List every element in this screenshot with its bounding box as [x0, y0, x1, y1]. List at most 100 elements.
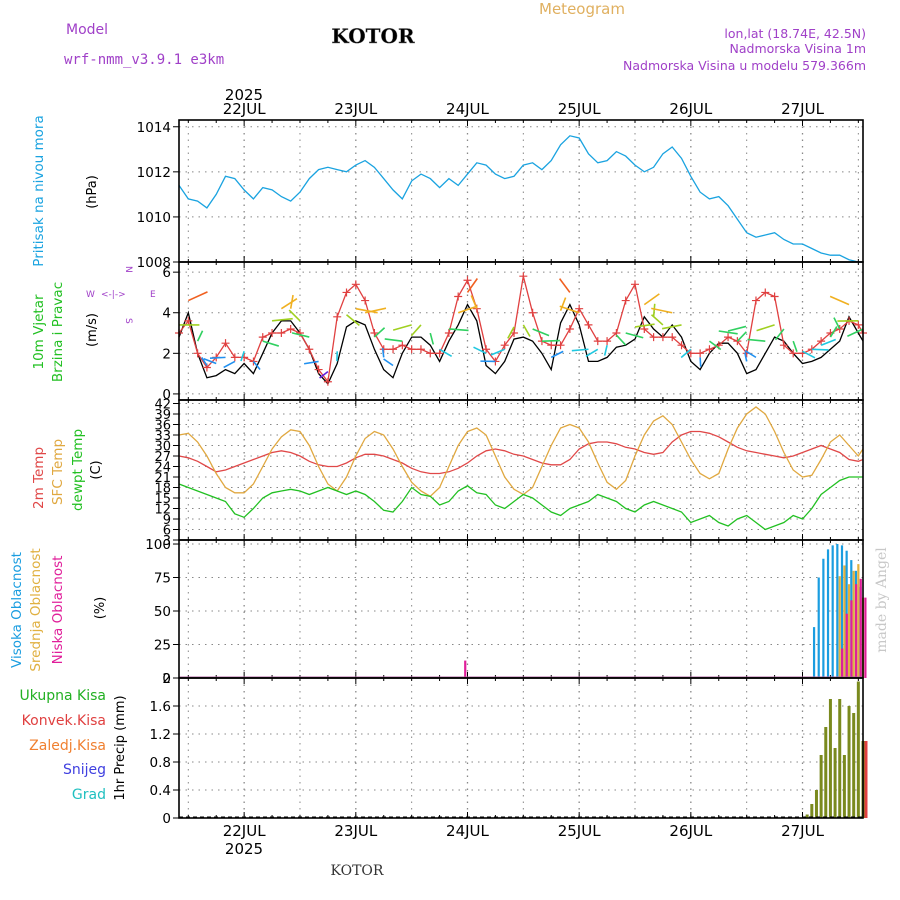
- wind-arrow: [661, 324, 682, 330]
- wind-arrow: [410, 324, 422, 337]
- wind-arrow: [559, 305, 580, 314]
- gust-marker: [333, 312, 342, 321]
- wind-arrow: [558, 278, 571, 293]
- bar-mark: [822, 558, 825, 678]
- y-tick-label: 0: [162, 387, 171, 403]
- panel-2: 0 2 4 6: [162, 261, 867, 403]
- y-tick-label: 6: [163, 524, 171, 539]
- gust-marker: [454, 292, 463, 301]
- panel-5: 0 0.4 0.8 1.2 1.6 2: [150, 671, 868, 827]
- wind-arrow: [381, 347, 385, 358]
- gust-marker: [724, 333, 733, 342]
- wind-arrow: [829, 295, 850, 306]
- bar-mark: [854, 584, 858, 678]
- y-tick-label: 1.6: [150, 699, 171, 715]
- wind-arrow: [603, 345, 608, 356]
- wind-arrow: [355, 307, 378, 314]
- wind-arrow: [718, 330, 738, 335]
- y-tick-label: 30: [154, 440, 171, 455]
- wind-arrow: [490, 348, 506, 356]
- credit-label: made by Angel: [874, 547, 890, 653]
- wind-arrow: [829, 326, 838, 338]
- y-tick-label: 0: [162, 811, 171, 827]
- y-tick-label: 42: [154, 398, 171, 413]
- model-label: Model: [66, 22, 108, 38]
- gust-marker: [221, 339, 230, 348]
- gust-marker: [631, 280, 639, 289]
- panel-frame: [178, 399, 864, 541]
- bar-mark: [841, 648, 844, 678]
- wind-title-line2: Brzina i Pravac: [50, 282, 66, 382]
- y-tick-label: 75: [154, 571, 171, 587]
- gust-marker: [444, 329, 453, 338]
- pressure-unit: (hPa): [85, 175, 100, 209]
- gust-marker: [686, 349, 695, 358]
- gust-marker: [230, 353, 239, 362]
- bar-mark: [842, 755, 846, 818]
- gust-marker: [658, 333, 667, 342]
- bar-mark: [810, 804, 814, 818]
- wind-arrow: [392, 324, 412, 331]
- gust-marker: [751, 296, 760, 305]
- wind-arrow: [811, 348, 829, 351]
- y-tick-label: 0: [162, 671, 171, 687]
- gust-marker: [416, 345, 425, 354]
- bar-mark: [819, 755, 823, 818]
- wind-arrow: [319, 370, 329, 379]
- wind-arrow: [847, 328, 864, 338]
- bottom-day-label: 27JUL: [781, 822, 824, 840]
- mid-cloud-title: Srednja Oblacnost: [28, 548, 44, 671]
- gust-marker: [528, 308, 537, 317]
- wind-arrow: [288, 309, 301, 322]
- sfc-temp-title: SFC Temp: [50, 439, 66, 505]
- wind-arrow: [833, 317, 841, 330]
- top-day-label: 25JUL: [558, 100, 601, 118]
- bar-mark: [836, 544, 839, 678]
- y-tick-label: 39: [154, 408, 171, 423]
- gust-marker: [519, 272, 528, 281]
- model-elevation-label: Nadmorska Visina u modelu 579.366m: [623, 58, 866, 73]
- gust-marker: [295, 329, 304, 338]
- gust-marker: [268, 329, 277, 338]
- wind-arrow: [271, 317, 293, 322]
- top-day-label: 24JUL: [446, 100, 489, 118]
- wind-arrow: [470, 295, 478, 309]
- gust-marker: [547, 341, 556, 350]
- y-tick-label: 1010: [137, 210, 171, 226]
- wind-arrow: [473, 346, 487, 355]
- y-tick-label: 33: [154, 429, 171, 444]
- product-title: Meteogram: [539, 0, 625, 18]
- bar-mark: [847, 706, 851, 818]
- wind-arrow: [625, 332, 644, 339]
- panel-4: 0 25 50 75 100: [145, 537, 867, 687]
- bar-mark: [831, 545, 834, 678]
- snow-label: Snijeg: [63, 762, 106, 778]
- bar-mark: [845, 613, 848, 678]
- wind-arrow: [209, 356, 226, 359]
- wind-title-line1: 10m Vjetar: [31, 294, 47, 369]
- y-tick-label: 15: [154, 492, 171, 507]
- y-tick-label: 1014: [137, 120, 171, 136]
- bar-mark: [838, 699, 842, 818]
- compass-west: W: [86, 290, 95, 300]
- pressure-title: Pritisak na nivou mora: [31, 115, 47, 266]
- temp2m-title: 2m Temp: [31, 447, 47, 509]
- temp-unit: (C): [89, 460, 104, 479]
- bar-mark: [817, 577, 820, 678]
- panels: 1008101010121014024636912151821242730333…: [137, 119, 868, 827]
- y-tick-label: 2: [162, 346, 171, 362]
- wind-arrow: [820, 338, 837, 346]
- wind-arrow: [448, 328, 469, 332]
- bottom-day-label: 23JUL: [334, 822, 377, 840]
- gust-marker: [817, 337, 826, 346]
- model-name: wrf-nmm_v3.9.1 e3km: [64, 52, 224, 68]
- wind-arrow: [240, 351, 245, 362]
- y-tick-label: 6: [162, 265, 171, 281]
- gust-marker: [407, 345, 416, 354]
- gust-marker: [314, 365, 323, 374]
- wind-arrow: [291, 332, 310, 338]
- gust-marker: [705, 345, 714, 354]
- bar-mark: [464, 660, 467, 678]
- footer-station: KOTOR: [331, 863, 384, 879]
